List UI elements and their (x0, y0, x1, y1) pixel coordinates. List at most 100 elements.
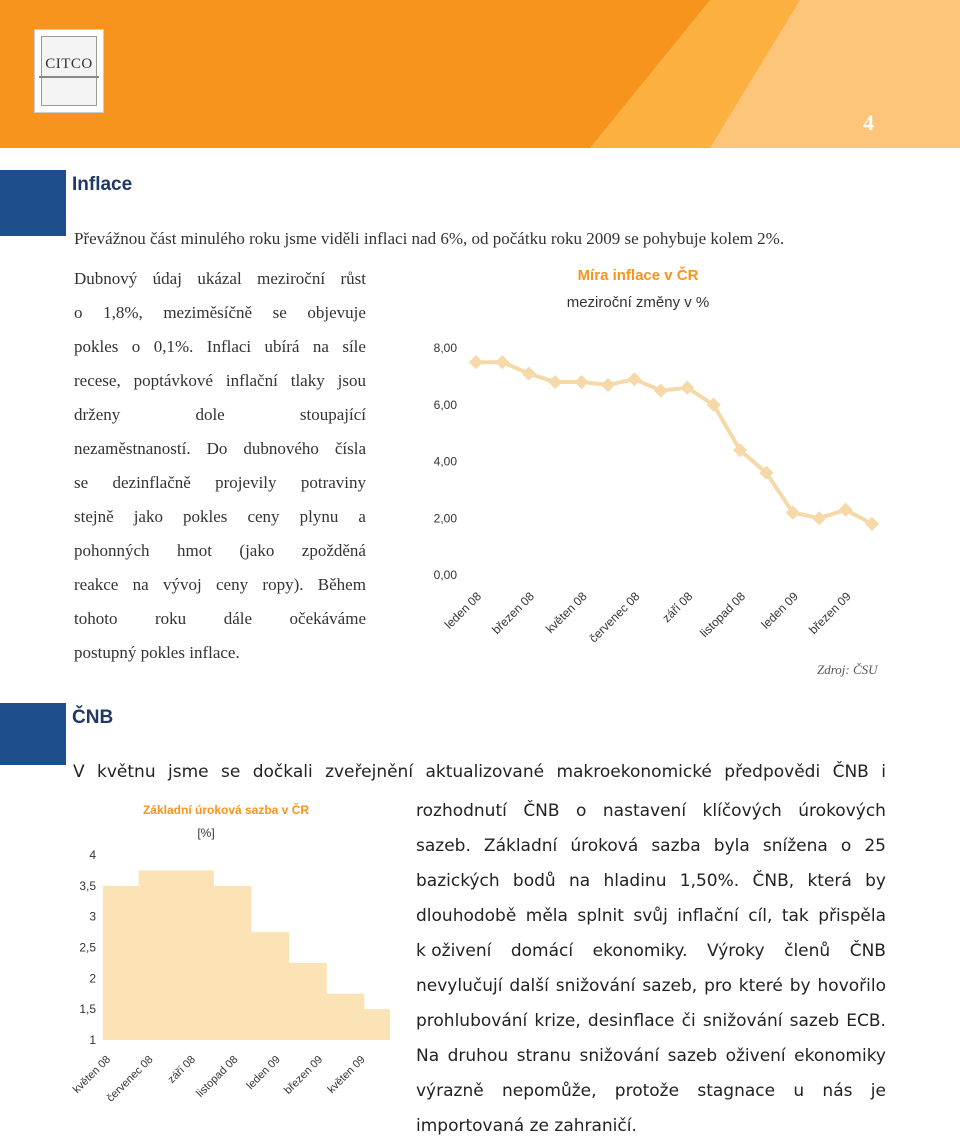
chart1-ytick: 2,00 (434, 511, 458, 525)
chart1-point (864, 516, 880, 531)
cnb-word: ekonomiky (794, 1046, 886, 1066)
chart2-ytick: 3 (89, 910, 96, 924)
chart2-xtick: červenec 08 (105, 1054, 156, 1105)
inflace-word: poptávkové (133, 371, 213, 390)
inflace-line: se dezinflačně projevily potraviny (74, 466, 366, 500)
chart1-ytick: 4,00 (434, 455, 458, 469)
cnb-word: přispěla (818, 906, 886, 926)
cnb-word: na (568, 871, 591, 891)
inflace-word: o (74, 303, 83, 322)
cnb-word: oživení (725, 1046, 786, 1066)
cnb-word: úrokových (798, 801, 886, 821)
chart1-xtick: listopad 08 (697, 589, 748, 640)
inflace-word: se (74, 473, 89, 492)
logo-text: CITCO (45, 56, 93, 72)
chart1-point (812, 511, 827, 526)
inflace-word: 1,8%, (103, 303, 143, 322)
cnb-word: ECB. (846, 1011, 886, 1031)
inflace-word: dále (223, 609, 253, 628)
chart1-point (706, 397, 721, 412)
section-marker-cnb (0, 703, 66, 765)
inflace-word: údaj (152, 269, 182, 288)
inflace-word: tohoto (74, 609, 118, 628)
cnb-word: úroková (570, 836, 639, 856)
cnb-word: u (793, 1081, 805, 1101)
inflace-word: projevily (215, 473, 277, 492)
cnb-word: nastavení (602, 801, 687, 821)
inflace-word: dole (195, 405, 225, 424)
cnb-line: nevylučují další snižování sazeb, pro které by… (416, 969, 886, 1004)
cnb-word: snižování (702, 1011, 783, 1031)
cnb-word: hladinu (603, 871, 667, 891)
inflace-line: drženy dole stoupající (74, 398, 366, 432)
cnb-word: či (681, 1011, 696, 1031)
inflace-word: ceny (216, 575, 249, 594)
cnb-word: je (870, 1081, 886, 1101)
chart2-xtick: březen 09 (282, 1054, 325, 1097)
inflace-word: růst (340, 269, 366, 288)
cnb-line: výrazně nepomůže, protože stagnace u nás je (416, 1074, 886, 1109)
cnb-word: desinflace (587, 1011, 675, 1031)
cnb-word: domácí (510, 941, 574, 961)
cnb-word: snižování (579, 1046, 660, 1066)
inflace-line: pokles o 0,1%. Inflaci ubírá na síle (74, 330, 366, 364)
chart1-point (521, 366, 536, 381)
cnb-word: sazba (651, 836, 701, 856)
cnb-word: i (881, 762, 886, 782)
chart2-ytick: 2 (89, 971, 96, 985)
inflace-word: ukázal (197, 269, 242, 288)
chart1-point (785, 505, 800, 520)
cnb-word: byla (713, 836, 750, 856)
inflace-line: nezaměstnaností. Do dubnového čísla (74, 432, 366, 466)
cnb-word: která (807, 871, 852, 891)
inflace-line: tohoto roku dále očekáváme (74, 602, 366, 636)
chart2-ytick: 1 (89, 1033, 96, 1047)
cnb-word: by (789, 976, 811, 996)
cnb-word: nás (822, 1081, 853, 1101)
inflace-word: drženy (74, 405, 121, 424)
inflace-word: inflační (225, 371, 278, 390)
chart1-point (468, 355, 484, 370)
cnb-word: o (576, 801, 587, 821)
cnb-word: další (509, 976, 549, 996)
chart2-xtick: listopad 08 (194, 1054, 240, 1100)
inflace-word: meziroční (257, 269, 326, 288)
cnb-word: ČNB (849, 941, 886, 961)
cnb-word: nevylučují (416, 976, 503, 996)
chart2-ytick: 1,5 (79, 1002, 96, 1016)
citco-logo: CITCO (34, 29, 104, 113)
chart2-area (103, 870, 391, 1040)
inflace-word: pokles (183, 507, 228, 526)
cnb-word: k oživení (416, 941, 492, 961)
chart2-ytick: 4 (89, 848, 96, 862)
cnb-word: které (738, 976, 783, 996)
cnb-word: stagnace (697, 1081, 776, 1101)
inflace-line: Dubnový údaj ukázal meziroční růst (74, 262, 366, 296)
cnb-word: splnit (577, 906, 624, 926)
chart1-point (600, 377, 616, 392)
inflace-word: na (312, 337, 329, 356)
cnb-word: svůj (633, 906, 668, 926)
inflace-word: objevuje (307, 303, 366, 322)
inflace-word: Dubnový (74, 269, 138, 288)
inflace-word: hmot (177, 541, 212, 560)
chart2-subtitle: [%] (197, 826, 214, 840)
chart1-xtick: březen 09 (806, 589, 854, 637)
inflace-line: pohonných hmot (jako zpožděná (74, 534, 366, 568)
cnb-line: sazeb. Základní úroková sazba byla snížena o 25 (416, 829, 886, 864)
cnb-word: o (840, 836, 852, 856)
chart2-xtick: květen 08 (71, 1054, 113, 1096)
cnb-word: dlouhodobě (416, 906, 517, 926)
inflace-word: postupný pokles inflace. (74, 643, 240, 662)
inflace-word: síle (342, 337, 366, 356)
chart1-xtick: leden 09 (758, 589, 801, 632)
inflace-word: jsou (337, 371, 366, 390)
cnb-word: stranu (516, 1046, 572, 1066)
cnb-word: ČNB, (752, 871, 795, 891)
chart-source: Zdroj: ČSU (817, 662, 878, 677)
cnb-word: jsme (168, 762, 209, 782)
cnb-word: měla (525, 906, 568, 926)
cnb-word: protože (614, 1081, 680, 1101)
inflace-word: tlaky (290, 371, 325, 390)
section-title-cnb: ČNB (72, 707, 114, 728)
